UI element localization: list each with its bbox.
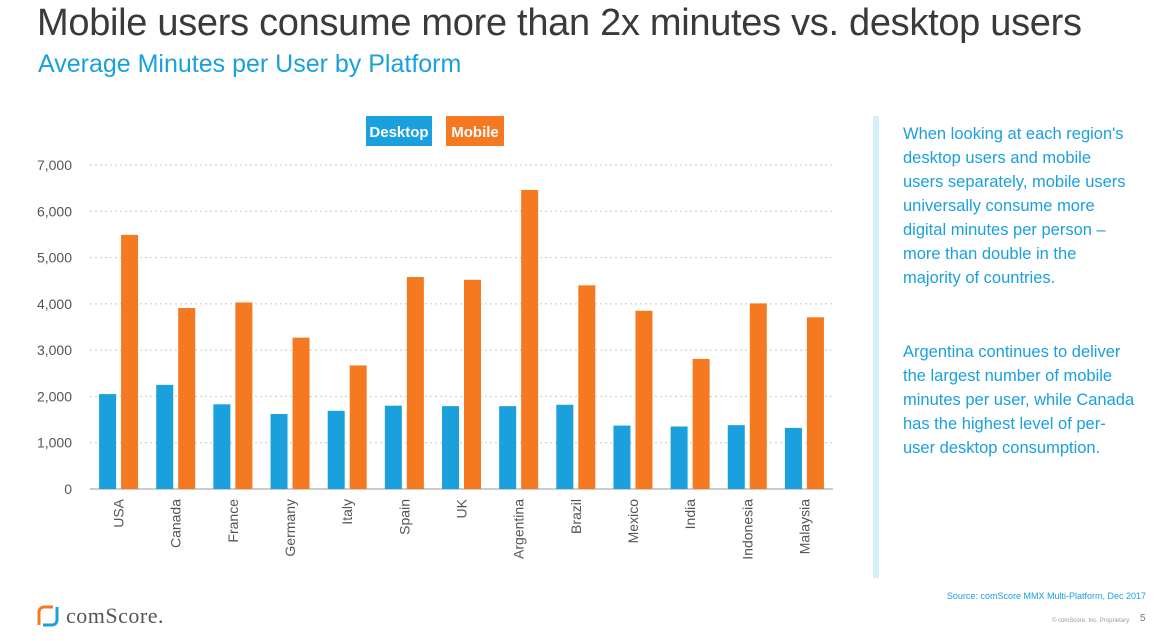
x-tick-label: Spain	[396, 499, 412, 535]
mobile-bar-usa	[121, 234, 139, 489]
mobile-bar-uk	[464, 279, 481, 489]
sidebar-divider	[873, 116, 879, 578]
x-tick-label: Canada	[168, 499, 184, 548]
desktop-bar-brazil	[556, 404, 574, 489]
y-tick-label: 6,000	[37, 203, 72, 219]
desktop-bar-canada	[156, 384, 174, 489]
x-tick-label: Brazil	[568, 499, 584, 534]
desktop-bar-malaysia	[784, 427, 802, 489]
desktop-bar-germany	[270, 414, 288, 489]
comscore-logo-text: comScore.	[66, 603, 164, 628]
mobile-bar-indonesia	[749, 303, 767, 489]
desktop-bar-indonesia	[727, 425, 745, 489]
commentary-paragraph-2: Argentina continues to deliver the large…	[903, 343, 1135, 457]
x-tick-label: USA	[111, 498, 127, 527]
x-tick-label: France	[225, 499, 241, 543]
y-tick-label: 5,000	[37, 250, 72, 266]
copyright-note: © comScore, Inc. Proprietary.	[1052, 618, 1131, 624]
desktop-bar-india	[670, 426, 688, 489]
desktop-bar-spain	[384, 405, 402, 489]
source-note: Source: comScore MMX Multi-Platform, Dec…	[946, 591, 1146, 601]
legend-swatch-mobile	[446, 116, 504, 146]
mobile-bar-canada	[178, 308, 196, 489]
comscore-logo: comScore.	[37, 603, 164, 628]
mobile-bar-germany	[292, 337, 310, 489]
mobile-bar-argentina	[521, 189, 539, 489]
y-tick-label: 2,000	[37, 388, 72, 404]
y-tick-label: 0	[64, 481, 72, 497]
x-tick-label: Argentina	[511, 499, 527, 559]
page-number: 5	[1140, 613, 1146, 624]
legend-swatch-desktop	[366, 116, 432, 146]
mobile-bar-india	[692, 358, 710, 489]
mobile-bar-malaysia	[806, 317, 824, 489]
x-tick-label: Malaysia	[796, 499, 812, 554]
commentary-paragraph-1: When looking at each region's desktop us…	[903, 125, 1126, 287]
slide-title: Mobile users consume more than 2x minute…	[37, 2, 1082, 44]
x-tick-label: Mexico	[625, 499, 641, 544]
bar-chart: 0 1,000 2,000 3,000 4,000 5,000 6,000 7,000 USA C…	[37, 116, 833, 560]
x-tick-label: Indonesia	[739, 499, 755, 560]
x-tick-label: India	[682, 499, 698, 530]
y-tick-label: 3,000	[37, 342, 72, 358]
mobile-bar-brazil	[578, 285, 596, 489]
chart-subtitle: Average Minutes per User by Platform	[38, 50, 462, 78]
legend-label-desktop: Desktop	[369, 124, 428, 141]
comscore-logo-icon	[37, 605, 59, 627]
desktop-bar-usa	[99, 394, 117, 489]
x-tick-label: Italy	[339, 499, 355, 525]
y-tick-label: 4,000	[37, 296, 72, 312]
mobile-bar-france	[235, 302, 253, 489]
desktop-bar-france	[213, 404, 231, 489]
mobile-bar-italy	[349, 365, 367, 489]
desktop-bar-uk	[442, 406, 459, 489]
mobile-bar-mexico	[635, 310, 653, 489]
x-tick-label: Germany	[282, 499, 298, 557]
legend-label-mobile: Mobile	[451, 124, 499, 141]
desktop-bar-mexico	[613, 425, 631, 489]
y-tick-label: 1,000	[37, 435, 72, 451]
desktop-bar-argentina	[499, 406, 517, 489]
x-tick-label: UK	[454, 498, 470, 518]
mobile-bar-spain	[406, 277, 424, 489]
y-tick-label: 7,000	[37, 157, 72, 173]
desktop-bar-italy	[327, 410, 345, 489]
